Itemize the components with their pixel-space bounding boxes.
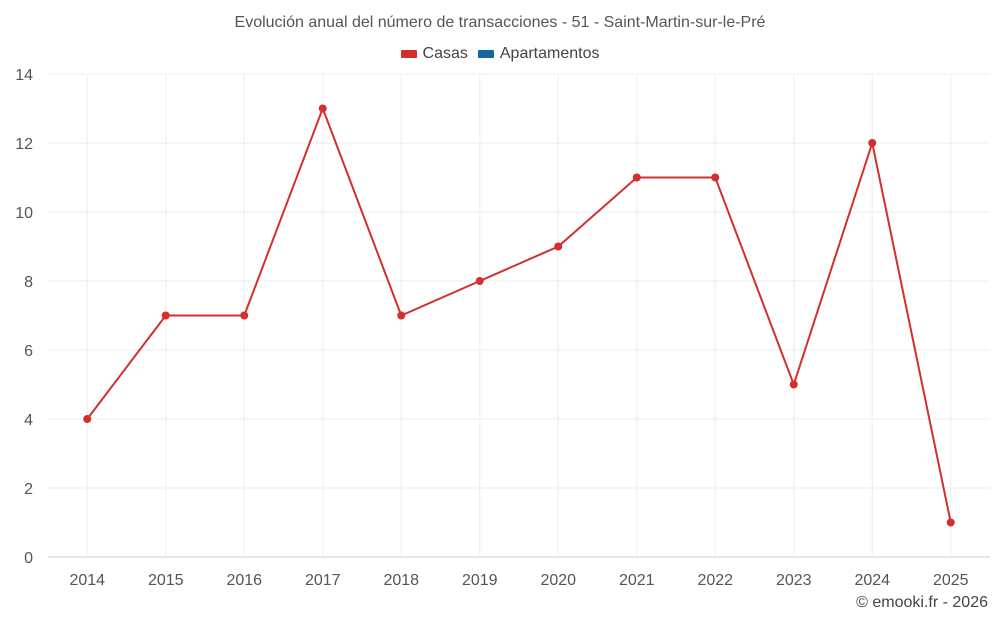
data-point[interactable]	[554, 242, 563, 251]
data-point[interactable]	[397, 311, 406, 320]
data-point[interactable]	[83, 415, 92, 423]
legend-item-casas[interactable]: Casas	[400, 45, 468, 63]
x-tick-label: 2023	[776, 572, 812, 589]
series-layer	[83, 104, 955, 527]
grid-layer	[48, 73, 990, 558]
x-tick-label: 2017	[305, 572, 341, 589]
credits[interactable]: © emooki.fr - 2026	[856, 594, 988, 611]
x-tick-label: 2020	[540, 572, 576, 589]
data-point[interactable]	[711, 173, 720, 182]
y-tick-label: 12	[15, 136, 33, 153]
y-tick-label: 2	[24, 481, 33, 498]
x-tick-label: 2025	[933, 572, 969, 589]
x-tick-label: 2016	[226, 572, 262, 589]
x-tick-label: 2022	[697, 572, 733, 589]
y-tick-label: 6	[24, 343, 33, 360]
x-tick-label: 2018	[383, 572, 419, 589]
axis-layer: 0 2 4 6 8 10 12 14 2014 2015 2016 2017 2018 2019 2020 2…	[15, 67, 968, 589]
data-point[interactable]	[318, 104, 327, 113]
x-tick-label: 2024	[854, 572, 890, 589]
y-tick-label: 14	[15, 67, 33, 84]
legend-swatch-casas	[400, 50, 417, 58]
x-tick-label: 2015	[148, 572, 184, 589]
chart-title: Evolución anual del número de transaccio…	[234, 14, 766, 31]
data-point[interactable]	[789, 380, 798, 389]
y-tick-label: 10	[15, 205, 33, 222]
data-point[interactable]	[475, 277, 484, 285]
data-point[interactable]	[161, 311, 170, 320]
series-line-casas	[86, 105, 952, 523]
data-point[interactable]	[632, 173, 641, 182]
x-tick-label: 2014	[69, 572, 105, 589]
data-point[interactable]	[868, 139, 877, 147]
x-tick-label: 2021	[619, 572, 655, 589]
y-tick-label: 4	[24, 412, 33, 429]
legend-label-casas: Casas	[422, 45, 468, 62]
x-tick-label: 2019	[462, 572, 498, 589]
legend-label-apartamentos: Apartamentos	[499, 45, 600, 62]
data-point[interactable]	[240, 311, 249, 320]
legend-item-apartamentos[interactable]: Apartamentos	[477, 45, 600, 63]
y-tick-label: 8	[24, 274, 33, 291]
y-tick-label: 0	[24, 550, 33, 567]
legend: Casas Apartamentos	[0, 45, 1000, 63]
legend-swatch-apartamentos	[477, 50, 494, 58]
data-point[interactable]	[946, 518, 955, 527]
